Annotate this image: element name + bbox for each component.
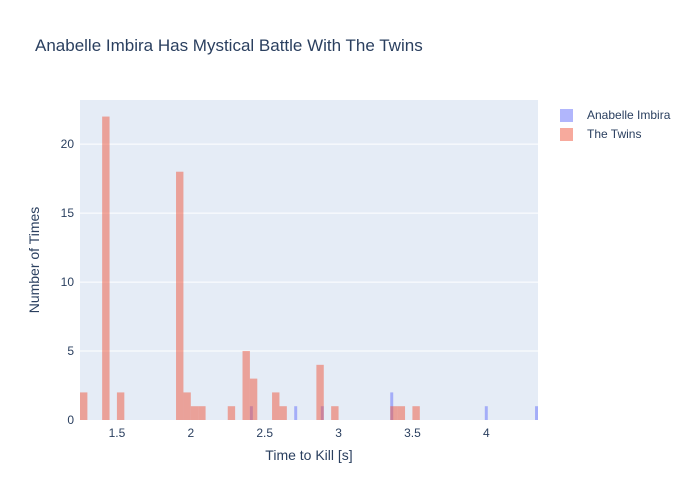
histogram-bar-anabelle-imbira[interactable] — [484, 406, 488, 420]
legend-label[interactable]: Anabelle Imbira — [587, 108, 671, 122]
histogram-bar-the-twins[interactable] — [390, 406, 398, 420]
y-tick-label: 20 — [61, 137, 75, 151]
x-tick-label: 3.5 — [404, 426, 421, 440]
y-axis-ticks: 0 5 10 15 20 — [61, 137, 75, 427]
x-tick-label: 3 — [335, 426, 342, 440]
y-axis-title: Number of Times — [26, 207, 42, 314]
histogram-bar-the-twins[interactable] — [102, 116, 110, 420]
legend-swatch[interactable] — [560, 128, 573, 141]
histogram-bar-anabelle-imbira[interactable] — [535, 406, 538, 420]
histogram-bar-the-twins[interactable] — [316, 364, 324, 420]
histogram-bar-the-twins[interactable] — [80, 392, 88, 420]
histogram-bar-the-twins[interactable] — [227, 406, 236, 420]
histogram-bar-anabelle-imbira[interactable] — [294, 406, 298, 420]
legend[interactable]: Anabelle Imbira The Twins — [560, 108, 671, 141]
histogram-bar-the-twins[interactable] — [183, 392, 191, 420]
x-axis-title: Time to Kill [s] — [265, 447, 352, 463]
histogram-bar-the-twins[interactable] — [242, 351, 250, 420]
plot-area — [80, 100, 538, 420]
histogram-bar-the-twins[interactable] — [116, 392, 125, 420]
x-tick-label: 4 — [483, 426, 490, 440]
y-tick-label: 5 — [67, 344, 74, 358]
histogram-bar-the-twins[interactable] — [412, 406, 420, 420]
histogram-bar-the-twins[interactable] — [198, 406, 206, 420]
y-tick-label: 10 — [61, 275, 75, 289]
histogram-bar-the-twins[interactable] — [190, 406, 199, 420]
bars — [80, 116, 538, 420]
x-axis-ticks: 1.5 2 2.5 3 3.5 4 — [109, 426, 490, 440]
y-tick-label: 15 — [61, 206, 75, 220]
gridlines — [80, 143, 538, 352]
histogram-bar-the-twins[interactable] — [397, 406, 406, 420]
x-tick-label: 2.5 — [256, 426, 273, 440]
legend-swatch[interactable] — [560, 109, 573, 122]
legend-label[interactable]: The Twins — [587, 127, 641, 141]
x-tick-label: 1.5 — [109, 426, 126, 440]
histogram-bar-the-twins[interactable] — [176, 171, 184, 420]
x-tick-label: 2 — [187, 426, 194, 440]
chart-title: Anabelle Imbira Has Mystical Battle With… — [35, 36, 423, 55]
histogram-bar-the-twins[interactable] — [279, 406, 287, 420]
histogram-bar-the-twins[interactable] — [272, 392, 280, 420]
histogram-bar-the-twins[interactable] — [331, 406, 339, 420]
histogram-bar-the-twins[interactable] — [249, 378, 258, 420]
y-tick-label: 0 — [67, 413, 74, 427]
